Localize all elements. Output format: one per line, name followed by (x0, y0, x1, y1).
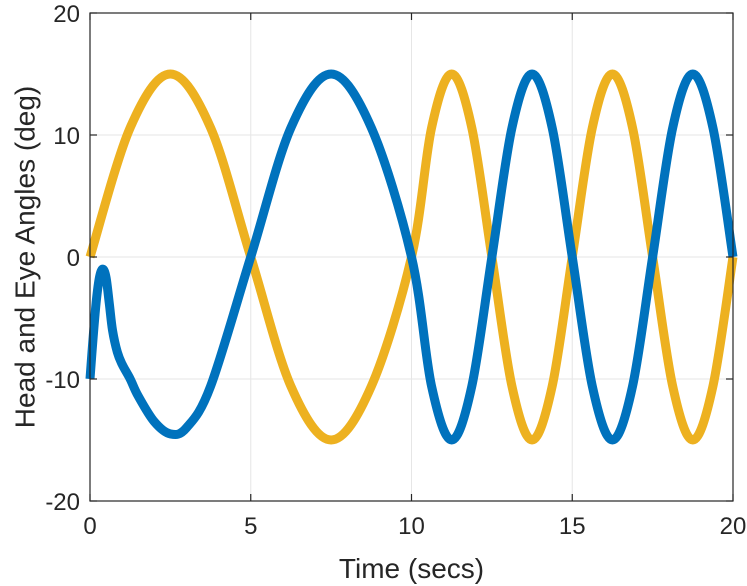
y-tick-label: 20 (53, 1, 80, 28)
x-tick-label: 5 (244, 513, 257, 540)
x-axis-label: Time (secs) (339, 553, 484, 584)
y-tick-label: -10 (45, 367, 80, 394)
x-tick-label: 10 (398, 513, 425, 540)
x-tick-label: 15 (559, 513, 586, 540)
y-tick-label: 10 (53, 123, 80, 150)
x-tick-label: 20 (720, 513, 747, 540)
y-tick-label: -20 (45, 489, 80, 516)
series-group (85, 69, 738, 445)
ticks: 0 5 10 15 20 -20 -10 0 10 20 (45, 1, 746, 540)
y-axis-label: Head and Eye Angles (deg) (9, 86, 40, 428)
y-tick-label: 0 (67, 245, 80, 272)
series-line-2 (85, 69, 738, 445)
x-tick-label: 0 (83, 513, 96, 540)
